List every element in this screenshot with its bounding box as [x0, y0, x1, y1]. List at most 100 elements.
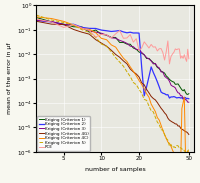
PCE: [185, 60, 188, 62]
Kriging (Criterion 2): [145, 85, 148, 88]
Kriging (Criterion 4C): [50, 17, 53, 20]
PCE: [181, 55, 183, 57]
Kriging (Criterion 4C): [173, 152, 175, 154]
Kriging (Criterion 4C): [143, 88, 145, 90]
Kriging (Criterion 1): [167, 76, 169, 79]
PCE: [162, 51, 164, 54]
PCE: [154, 46, 157, 48]
Kriging (Criterion 1): [100, 33, 103, 35]
Kriging (Criterion 4G): [110, 49, 113, 51]
Kriging (Criterion 4G): [63, 23, 65, 26]
Line: PCE: PCE: [36, 19, 189, 64]
Kriging (Criterion 1): [178, 85, 181, 87]
Kriging (Criterion 1): [176, 83, 178, 85]
Kriging (Criterion 3): [152, 63, 155, 65]
Kriging (Criterion 2): [72, 23, 75, 25]
Kriging (Criterion 4C): [179, 164, 182, 167]
PCE: [88, 29, 90, 32]
PCE: [148, 47, 150, 49]
Kriging (Criterion 3): [177, 92, 179, 94]
Kriging (Criterion 3): [178, 92, 181, 94]
Kriging (Criterion 4C): [167, 141, 169, 143]
Kriging (Criterion 5): [156, 121, 159, 123]
Kriging (Criterion 1): [63, 23, 65, 25]
Kriging (Criterion 3): [154, 62, 157, 65]
Kriging (Criterion 4G): [150, 95, 152, 98]
Kriging (Criterion 5): [110, 51, 113, 53]
Line: Kriging (Criterion 4G): Kriging (Criterion 4G): [36, 21, 189, 135]
Kriging (Criterion 3): [181, 95, 183, 97]
Kriging (Criterion 4G): [114, 53, 117, 55]
Kriging (Criterion 4C): [156, 116, 159, 119]
Kriging (Criterion 3): [63, 23, 65, 25]
Kriging (Criterion 5): [141, 92, 143, 94]
Kriging (Criterion 4G): [158, 104, 160, 107]
Kriging (Criterion 4G): [135, 73, 137, 75]
Kriging (Criterion 4G): [132, 71, 135, 73]
Kriging (Criterion 2): [114, 30, 117, 32]
Kriging (Criterion 5): [122, 65, 125, 67]
Kriging (Criterion 4C): [81, 28, 83, 30]
Kriging (Criterion 1): [132, 47, 135, 49]
Kriging (Criterion 4C): [158, 119, 160, 121]
Kriging (Criterion 2): [152, 71, 155, 74]
Kriging (Criterion 4C): [63, 20, 65, 23]
Kriging (Criterion 4G): [176, 123, 178, 125]
PCE: [35, 18, 37, 20]
Kriging (Criterion 3): [138, 49, 140, 51]
Kriging (Criterion 4G): [184, 131, 187, 133]
PCE: [141, 47, 143, 49]
Line: Kriging (Criterion 1): Kriging (Criterion 1): [36, 17, 189, 94]
Kriging (Criterion 4C): [105, 39, 108, 41]
Kriging (Criterion 1): [183, 88, 185, 91]
Kriging (Criterion 4C): [168, 142, 171, 144]
Kriging (Criterion 5): [150, 110, 152, 112]
Line: Kriging (Criterion 2): Kriging (Criterion 2): [36, 20, 189, 99]
Kriging (Criterion 2): [184, 97, 187, 99]
Kriging (Criterion 2): [183, 96, 185, 98]
Kriging (Criterion 4C): [177, 161, 179, 163]
Kriging (Criterion 5): [138, 88, 140, 90]
Kriging (Criterion 1): [184, 91, 187, 93]
Kriging (Criterion 1): [173, 81, 175, 83]
Kriging (Criterion 5): [187, 150, 189, 152]
Kriging (Criterion 2): [171, 96, 174, 98]
Kriging (Criterion 4C): [187, 150, 189, 152]
PCE: [132, 41, 135, 43]
Kriging (Criterion 4C): [183, 96, 185, 98]
Kriging (Criterion 5): [152, 111, 155, 113]
Kriging (Criterion 5): [145, 99, 148, 102]
Kriging (Criterion 3): [135, 48, 137, 51]
Kriging (Criterion 3): [165, 77, 167, 79]
Kriging (Criterion 4G): [163, 112, 166, 114]
Kriging (Criterion 3): [183, 97, 185, 100]
PCE: [165, 51, 167, 53]
Kriging (Criterion 4C): [174, 157, 177, 159]
Kriging (Criterion 3): [126, 42, 128, 44]
Kriging (Criterion 2): [129, 31, 131, 33]
PCE: [118, 29, 121, 32]
Kriging (Criterion 2): [143, 95, 145, 97]
Kriging (Criterion 1): [105, 34, 108, 36]
Kriging (Criterion 4G): [138, 76, 140, 78]
PCE: [63, 26, 65, 29]
PCE: [150, 43, 152, 46]
Kriging (Criterion 1): [187, 93, 189, 96]
Kriging (Criterion 1): [135, 48, 137, 50]
Kriging (Criterion 3): [132, 46, 135, 48]
Kriging (Criterion 1): [165, 75, 167, 77]
Kriging (Criterion 5): [50, 19, 53, 21]
Kriging (Criterion 4G): [145, 88, 148, 91]
PCE: [176, 49, 178, 51]
Kriging (Criterion 5): [126, 71, 128, 73]
Kriging (Criterion 2): [150, 66, 152, 68]
Kriging (Criterion 4C): [188, 151, 190, 154]
Kriging (Criterion 1): [181, 89, 183, 91]
Kriging (Criterion 1): [152, 62, 155, 64]
Kriging (Criterion 3): [88, 30, 90, 32]
Kriging (Criterion 3): [167, 78, 169, 80]
Kriging (Criterion 3): [148, 58, 150, 60]
Kriging (Criterion 5): [184, 151, 187, 153]
Kriging (Criterion 3): [150, 60, 152, 62]
Kriging (Criterion 1): [110, 36, 113, 39]
